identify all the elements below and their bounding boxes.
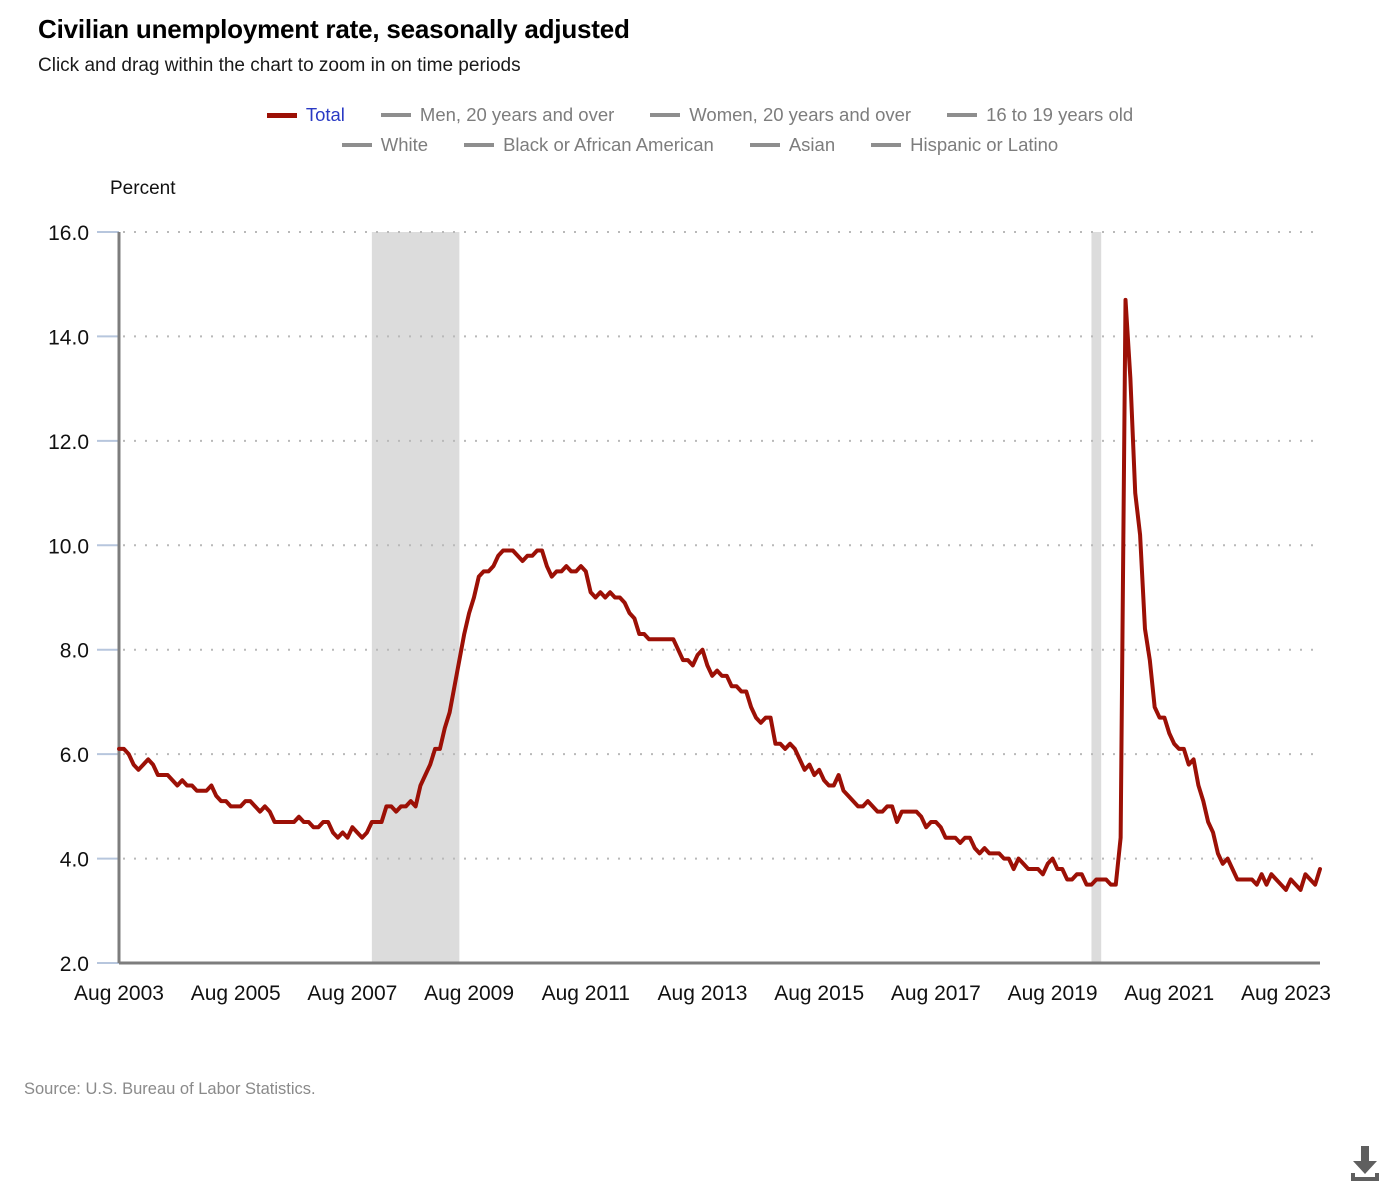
y-tick-label: 14.0 (48, 326, 89, 349)
y-tick-label: 6.0 (60, 744, 89, 767)
x-tick-label: Aug 2017 (891, 982, 981, 1005)
y-tick-label: 2.0 (60, 953, 89, 976)
x-tick-label: Aug 2005 (191, 982, 281, 1005)
x-tick-label: Aug 2003 (74, 982, 164, 1005)
legend-item-hispanic-or-latino[interactable]: Hispanic or Latino (871, 134, 1058, 156)
legend-row: White Black or African American Asian Hispa… (0, 130, 1400, 160)
x-tick-label: Aug 2013 (658, 982, 748, 1005)
legend-swatch-icon (266, 112, 297, 118)
legend-swatch-icon (947, 113, 978, 117)
legend-item-16-to-19-years-old[interactable]: 16 to 19 years old (947, 104, 1133, 126)
legend-swatch-icon (464, 143, 495, 147)
legend-item-white[interactable]: White (341, 134, 429, 156)
chart-legend: Total Men, 20 years and over Women, 20 yea… (0, 100, 1400, 160)
legend-swatch-icon (341, 143, 372, 147)
legend-item-total[interactable]: Total (266, 104, 345, 126)
y-tick-label: 8.0 (60, 640, 89, 663)
legend-row: Total Men, 20 years and over Women, 20 yea… (0, 100, 1400, 130)
legend-item-black-or-african-american[interactable]: Black or African American (464, 134, 714, 156)
legend-item-label: Women, 20 years and over (689, 104, 912, 125)
x-tick-label: Aug 2009 (424, 982, 514, 1005)
download-icon[interactable] (1345, 1143, 1385, 1183)
y-tick-label: 4.0 (60, 849, 89, 872)
chart-plot-area[interactable]: 2.04.06.08.010.012.014.016.0 Aug 2003 Aug… (0, 0, 1400, 1060)
data-series (117, 297, 1322, 892)
legend-item-women-20-years-and-over[interactable]: Women, 20 years and over (650, 104, 911, 126)
legend-item-men-20-years-and-over[interactable]: Men, 20 years and over (380, 104, 615, 126)
legend-item-label: Asian (788, 134, 836, 155)
legend-swatch-icon (380, 113, 411, 117)
y-tick-label: 12.0 (48, 431, 89, 454)
recession-2007-2009 (371, 232, 460, 963)
x-tick-label: Aug 2019 (1008, 982, 1098, 1005)
x-tick-label: Aug 2015 (774, 982, 864, 1005)
legend-item-label: Men, 20 years and over (419, 104, 615, 125)
recession-2020 (1091, 232, 1102, 963)
x-tick-label: Aug 2023 (1241, 982, 1331, 1005)
page-title: Civilian unemployment rate, seasonally a… (38, 14, 630, 44)
legend-item-asian[interactable]: Asian (749, 134, 836, 156)
x-tick-label: Aug 2011 (542, 982, 630, 1005)
axis-lines (117, 232, 1320, 965)
legend-swatch-icon (749, 143, 780, 147)
y-tick-label: 16.0 (48, 222, 89, 245)
y-axis-ticks: 2.0 4.0 6.0 8.0 10.0 12.0 14.0 16.0 (48, 222, 119, 976)
legend-swatch-icon (650, 113, 681, 117)
x-tick-label: Aug 2007 (307, 982, 397, 1005)
legend-swatch-icon (871, 143, 902, 147)
legend-item-label: 16 to 19 years old (986, 104, 1134, 125)
source-note: Source: U.S. Bureau of Labor Statistics. (24, 1080, 316, 1098)
series-line-total (117, 297, 1322, 892)
x-axis-ticks: Aug 2003 Aug 2005 Aug 2007 Aug 2009 Aug 2011… (74, 982, 1331, 1005)
legend-item-label: White (380, 134, 429, 155)
download-icon-glyph (1351, 1146, 1379, 1181)
gridlines (123, 231, 1313, 860)
legend-item-label: Hispanic or Latino (910, 134, 1059, 155)
y-tick-label: 10.0 (48, 535, 89, 558)
chart-subtitle: Click and drag within the chart to zoom … (38, 55, 521, 76)
y-axis-title: Percent (110, 178, 176, 199)
recession-bands (371, 232, 1102, 963)
legend-item-label: Total (305, 104, 345, 125)
legend-item-label: Black or African American (503, 134, 714, 155)
x-tick-label: Aug 2021 (1124, 982, 1214, 1005)
